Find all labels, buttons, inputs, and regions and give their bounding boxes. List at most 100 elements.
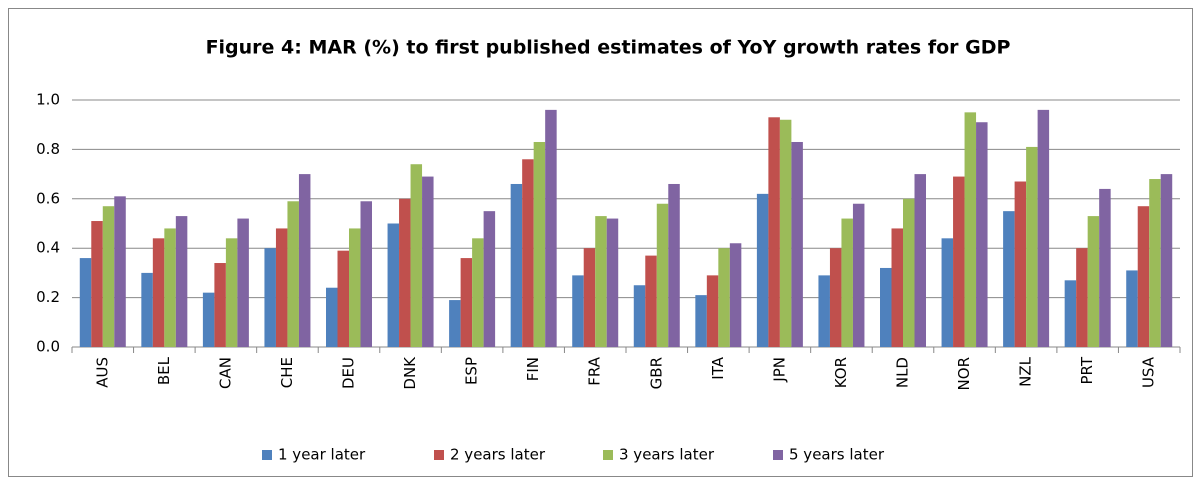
x-tick-label: JPN	[770, 357, 788, 383]
bar	[668, 183, 680, 347]
x-tick-label: GBR	[647, 357, 665, 389]
bar	[202, 292, 215, 347]
legend-label: 5 years later	[789, 446, 885, 464]
bar	[880, 267, 892, 347]
bar	[941, 238, 954, 347]
bar	[914, 174, 926, 347]
bar	[533, 141, 546, 347]
bar	[633, 285, 646, 347]
bar	[1149, 179, 1161, 347]
bar	[903, 198, 915, 347]
bar	[695, 295, 707, 347]
bar	[399, 198, 411, 347]
bar	[349, 228, 361, 347]
bar	[656, 203, 669, 347]
bar	[225, 238, 238, 347]
x-tick-label: CAN	[216, 357, 234, 389]
y-tick-label: 0.4	[36, 239, 60, 257]
bar	[1037, 109, 1050, 347]
bar	[1076, 248, 1088, 347]
bar	[237, 218, 249, 347]
legend-swatch	[603, 450, 613, 460]
legend-swatch	[434, 450, 444, 460]
bar	[1126, 270, 1138, 347]
bar	[1014, 181, 1027, 347]
x-tick-label: CHE	[278, 357, 296, 388]
bar	[964, 112, 977, 347]
bar	[460, 258, 473, 347]
bar	[472, 238, 484, 347]
bar	[510, 183, 523, 347]
bar	[1003, 211, 1015, 347]
bar	[829, 248, 842, 347]
bar	[891, 228, 903, 347]
x-tick-label: ITA	[709, 356, 727, 379]
bar	[483, 211, 496, 347]
x-tick-label: NOR	[955, 357, 973, 390]
bar	[102, 206, 115, 347]
bar	[841, 218, 853, 347]
bar	[606, 218, 619, 347]
bar	[818, 275, 830, 347]
bar	[976, 122, 988, 347]
bar	[387, 223, 400, 347]
x-tick-label: NLD	[894, 357, 912, 388]
bar	[1137, 206, 1150, 347]
x-tick-label: AUS	[93, 357, 111, 388]
bar	[298, 174, 311, 347]
bar	[114, 196, 126, 347]
chart-title: Figure 4: MAR (%) to first published est…	[206, 37, 1011, 59]
bar	[1087, 216, 1100, 347]
bar	[572, 275, 584, 347]
bar	[264, 248, 276, 347]
bar	[410, 164, 423, 347]
bar	[337, 250, 349, 347]
legend-label: 1 year later	[278, 446, 366, 464]
bar	[287, 201, 299, 347]
legend-swatch	[773, 450, 783, 460]
bar	[275, 228, 288, 347]
x-tick-label: PRT	[1078, 356, 1096, 384]
bar	[141, 272, 153, 347]
bar	[214, 263, 226, 347]
x-tick-label: ESP	[463, 357, 481, 385]
bar	[852, 203, 865, 347]
bar	[360, 201, 372, 347]
y-tick-label: 0.2	[36, 288, 60, 306]
x-tick-label: USA	[1140, 356, 1158, 388]
bar	[175, 216, 188, 347]
bar	[729, 243, 742, 347]
x-tick-label: BEL	[155, 356, 173, 385]
y-tick-label: 0.6	[36, 189, 60, 207]
bar	[422, 176, 434, 347]
y-tick-label: 0.0	[36, 338, 60, 356]
bar	[449, 300, 461, 347]
legend-label: 2 years later	[450, 446, 546, 464]
x-tick-label: FRA	[586, 356, 604, 385]
bar	[1099, 188, 1111, 347]
bar	[326, 287, 338, 347]
bar	[768, 117, 780, 347]
bar	[779, 119, 792, 347]
bar	[953, 176, 965, 347]
y-tick-label: 1.0	[36, 91, 60, 109]
x-tick-label: DEU	[340, 357, 358, 389]
bar	[791, 141, 803, 347]
bar	[545, 109, 557, 347]
x-tick-label: KOR	[832, 357, 850, 388]
bar	[164, 228, 176, 347]
bar	[756, 193, 769, 347]
legend-swatch	[262, 450, 272, 460]
x-tick-label: FIN	[524, 357, 542, 381]
bar	[522, 159, 534, 347]
x-tick-label: DNK	[401, 356, 419, 390]
bar	[1026, 146, 1038, 347]
legend-label: 3 years later	[619, 446, 715, 464]
bar	[152, 238, 165, 347]
bar	[79, 258, 92, 347]
bar	[1160, 174, 1173, 347]
x-tick-label: NZL	[1017, 356, 1035, 386]
bar	[595, 216, 607, 347]
y-tick-label: 0.8	[36, 140, 60, 158]
